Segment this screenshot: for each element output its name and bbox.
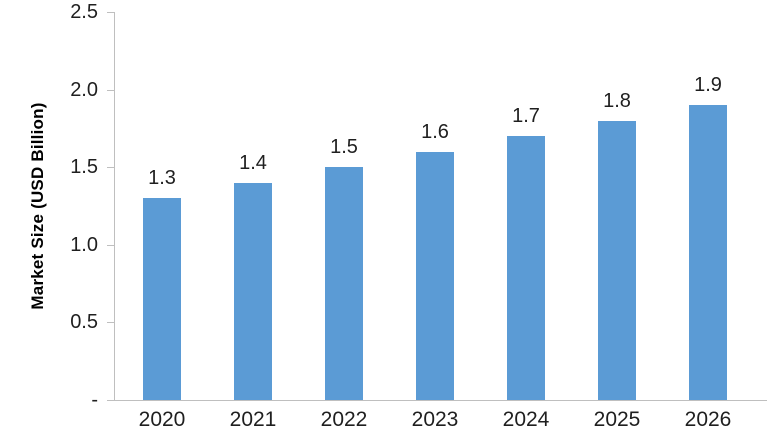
x-tick-label: 2022 — [320, 408, 368, 431]
bar-value-label: 1.4 — [239, 151, 267, 174]
y-tick-label: 2.0 — [70, 78, 98, 101]
y-tick-mark — [107, 12, 114, 13]
x-tick-label: 2025 — [593, 408, 641, 431]
y-tick-mark — [107, 167, 114, 169]
bar-2023 — [416, 151, 454, 400]
y-tick-mark — [107, 322, 114, 324]
x-axis-line — [114, 400, 767, 401]
bar-2024 — [507, 136, 545, 400]
bar-value-label: 1.9 — [694, 74, 722, 97]
bar-value-label: 1.8 — [603, 89, 631, 112]
bar-value-label: 1.7 — [512, 105, 540, 128]
x-tick-label: 2024 — [502, 408, 550, 431]
y-axis-title: Market Size (USD Billion) — [28, 102, 47, 310]
y-tick-label: 2.5 — [70, 1, 98, 23]
bar-value-label: 1.3 — [148, 167, 176, 190]
y-tick-mark — [107, 89, 114, 91]
y-axis-line — [114, 12, 115, 400]
bar-2026 — [689, 105, 727, 400]
y-tick-label: 1.0 — [70, 233, 98, 256]
bar-2025 — [598, 120, 636, 400]
bar-2022 — [325, 167, 363, 400]
x-tick-label: 2020 — [138, 408, 186, 431]
bar-2020 — [143, 198, 181, 400]
y-tick-mark — [107, 244, 114, 246]
y-tick-label: 1.5 — [70, 156, 98, 179]
bar-value-label: 1.6 — [421, 120, 449, 143]
y-tick-label: 0.5 — [70, 311, 98, 334]
bar-value-label: 1.5 — [330, 136, 358, 159]
x-tick-label: 2023 — [411, 408, 459, 431]
x-tick-label: 2026 — [684, 408, 732, 431]
y-tick-mark — [107, 400, 114, 401]
y-tick-label: - — [91, 389, 98, 411]
x-tick-label: 2021 — [229, 408, 277, 431]
bar-2021 — [234, 182, 272, 400]
